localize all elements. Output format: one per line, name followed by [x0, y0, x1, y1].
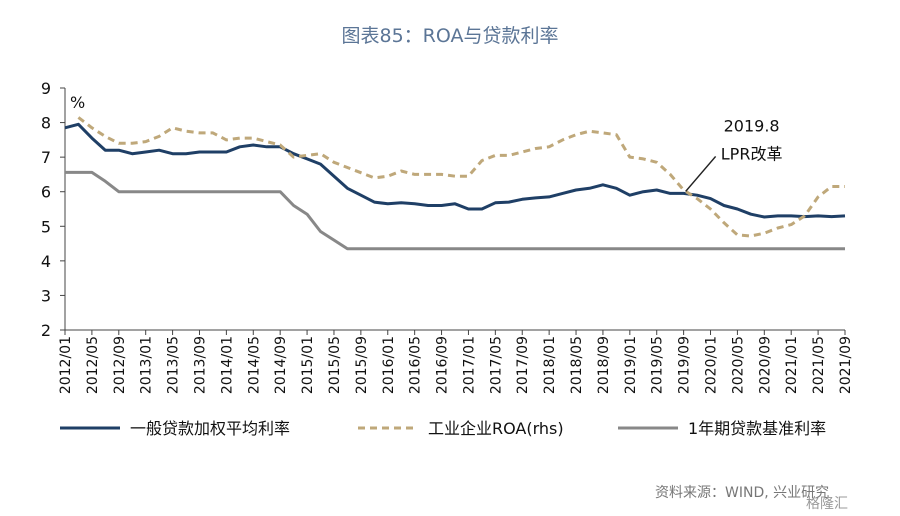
y-tick-label: 7: [41, 148, 51, 167]
y-tick-label: 2: [41, 321, 51, 340]
annotation-layer: 2019.8 LPR改革: [685, 116, 783, 192]
y-tick-label: 4: [41, 252, 51, 271]
y-axis-unit-label: %: [70, 93, 85, 112]
y-tick-label: 5: [41, 217, 51, 236]
x-tick-label: 2018/05: [569, 336, 585, 394]
source-note: 资料来源：WIND, 兴业研究: [655, 485, 829, 501]
y-tick-label: 9: [41, 79, 51, 98]
axes: 2 3 4 5 6 7 8 9 2012/01 2012/05 2012/09 2013/01 2013…: [41, 79, 854, 394]
series-line-0: [64, 122, 846, 219]
x-tick-label: 2015/05: [327, 336, 343, 394]
legend: 一般贷款加权平均利率 工业企业ROA(rhs) 1年期贷款基准利率: [60, 419, 826, 438]
y-tick-label: 8: [41, 114, 51, 133]
x-tick-label: 2015/01: [300, 336, 316, 394]
x-tick-label: 2017/01: [461, 336, 477, 394]
x-tick-label: 2014/05: [246, 336, 262, 394]
x-tick-label: 2013/09: [192, 336, 208, 394]
x-tick-label: 2016/05: [408, 336, 424, 394]
x-tick-label: 2013/05: [166, 336, 182, 394]
y-tick-label: 3: [41, 286, 51, 305]
x-tick-label: 2019/09: [677, 336, 693, 394]
series-layer: [64, 116, 846, 251]
x-tick-label: 2017/09: [515, 336, 531, 394]
x-tick-label: 2016/09: [435, 336, 451, 394]
x-tick-label: 2021/09: [838, 336, 854, 394]
x-tick-label: 2012/05: [85, 336, 101, 394]
x-tick-label: 2018/09: [596, 336, 612, 394]
legend-label-1: 工业企业ROA(rhs): [428, 419, 564, 438]
y-tick-label: 6: [41, 183, 51, 202]
x-tick-label: 2020/09: [757, 336, 773, 394]
x-tick-label: 2020/01: [704, 336, 720, 394]
x-tick-label: 2015/09: [354, 336, 370, 394]
x-tick-label: 2013/01: [139, 336, 155, 394]
legend-label-0: 一般贷款加权平均利率: [130, 419, 290, 438]
x-tick-label: 2014/01: [219, 336, 235, 394]
annotation-label-date: 2019.8: [724, 116, 780, 135]
annotation-arrow: [685, 155, 717, 192]
legend-label-2: 1年期贷款基准利率: [688, 419, 826, 438]
x-tick-label: 2019/05: [650, 336, 666, 394]
watermark-logo: 格隆汇: [806, 496, 848, 512]
series-line-2: [65, 170, 845, 251]
x-tick-label: 2012/09: [112, 336, 128, 394]
series-line-1: [77, 116, 845, 238]
x-tick-label: 2017/05: [488, 336, 504, 394]
x-tick-label: 2021/01: [784, 336, 800, 394]
x-tick-label: 2021/05: [811, 336, 827, 394]
x-tick-label: 2019/01: [623, 336, 639, 394]
x-tick-label: 2020/05: [730, 336, 746, 394]
x-tick-label: 2016/01: [381, 336, 397, 394]
chart-title: 图表85：ROA与贷款利率: [342, 25, 559, 47]
x-tick-label: 2012/01: [58, 336, 74, 394]
annotation-label-lpr: LPR改革: [721, 144, 783, 163]
x-tick-label: 2014/09: [273, 336, 289, 394]
x-tick-label: 2018/01: [542, 336, 558, 394]
